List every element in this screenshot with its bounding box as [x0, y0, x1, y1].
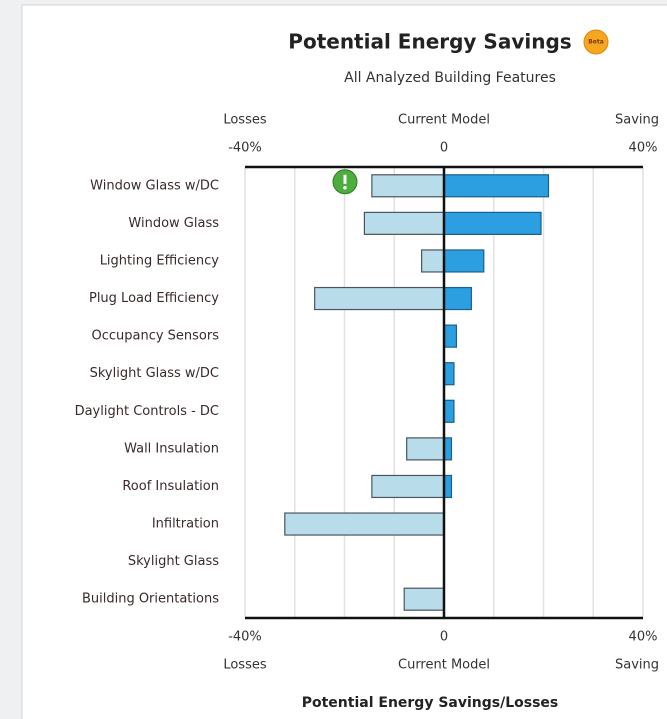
x-tick-label: 0 — [440, 141, 448, 156]
x-tick-label: 0 — [440, 630, 448, 645]
bar — [406, 437, 445, 461]
category-label: Building Orientations — [82, 592, 219, 607]
bar — [443, 399, 455, 423]
bar — [443, 286, 472, 311]
bar — [371, 474, 445, 499]
bar — [443, 174, 550, 198]
side-label: Saving — [615, 113, 659, 128]
category-label: Roof Insulation — [122, 479, 219, 494]
bar — [443, 211, 542, 235]
bar — [403, 587, 445, 611]
bar — [443, 324, 458, 348]
bar — [284, 512, 445, 536]
category-label: Wall Insulation — [124, 441, 219, 456]
bar — [314, 286, 445, 311]
x-tick-label: -40% — [228, 630, 262, 645]
bar — [363, 211, 445, 235]
side-label: Losses — [223, 658, 267, 673]
category-label: Skylight Glass — [128, 554, 219, 569]
center-label: Current Model — [398, 658, 490, 673]
category-label: Daylight Controls - DC — [75, 404, 219, 419]
chart-subtitle: All Analyzed Building Features — [344, 70, 556, 86]
bar — [443, 362, 455, 386]
category-label: Infiltration — [152, 517, 219, 532]
alert-icon-dot — [343, 185, 347, 190]
x-tick-label: -40% — [228, 141, 262, 156]
beta-badge — [583, 29, 609, 55]
side-label: Losses — [223, 113, 267, 128]
badge-text: Beta — [588, 39, 604, 46]
bar — [371, 174, 445, 198]
x-tick-label: 40% — [629, 141, 658, 156]
side-label: Saving — [615, 658, 659, 673]
category-label: Lighting Efficiency — [100, 253, 220, 268]
chart-title: Potential Energy Savings — [288, 30, 571, 54]
x-axis-title: Potential Energy Savings/Losses — [302, 695, 559, 711]
category-label: Plug Load Efficiency — [89, 291, 219, 306]
category-label: Window Glass w/DC — [90, 178, 219, 193]
category-label: Window Glass — [128, 216, 219, 231]
alert-icon-bar — [343, 174, 347, 184]
category-label: Occupancy Sensors — [91, 329, 219, 344]
center-label: Current Model — [398, 113, 490, 128]
bar — [421, 249, 445, 273]
bar — [443, 249, 485, 273]
x-tick-label: 40% — [629, 630, 658, 645]
category-label: Skylight Glass w/DC — [90, 366, 219, 381]
